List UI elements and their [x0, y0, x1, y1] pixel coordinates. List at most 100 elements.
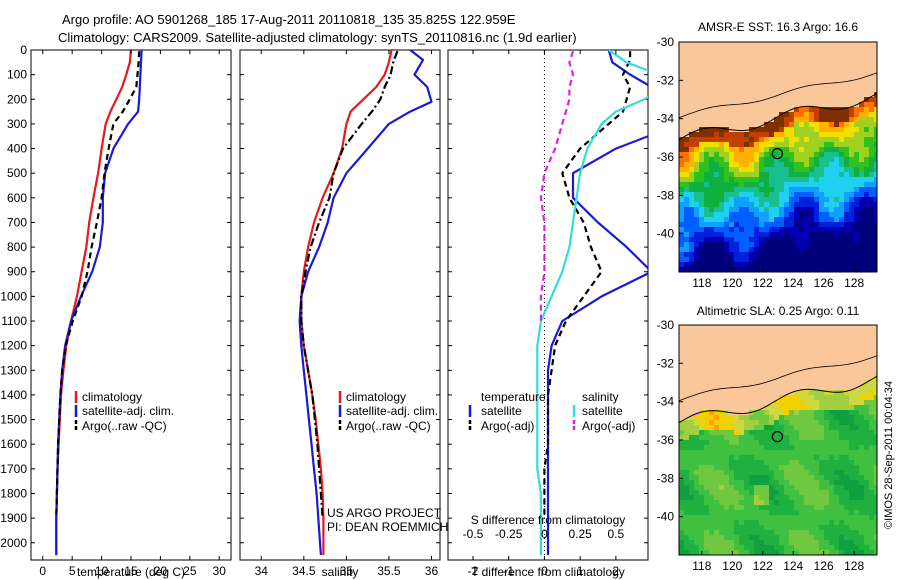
- map-cell: [844, 267, 850, 272]
- map-cell: [784, 207, 790, 213]
- map-cell: [819, 375, 825, 381]
- map-cell: [874, 335, 877, 341]
- map-cell: [849, 390, 855, 396]
- map-cell: [719, 395, 725, 401]
- map-cell: [809, 445, 815, 451]
- map-cell: [694, 207, 700, 213]
- map-cell: [739, 77, 745, 83]
- map-cell: [754, 350, 760, 356]
- map-cell: [719, 217, 725, 223]
- map-cell: [709, 495, 715, 501]
- map-cell: [719, 485, 725, 491]
- map-cell: [859, 257, 865, 263]
- map-cell: [814, 87, 820, 93]
- map-cell: [824, 380, 830, 386]
- map-cell: [804, 505, 810, 511]
- map-cell: [804, 400, 810, 406]
- map-cell: [814, 345, 820, 351]
- map-cell: [854, 52, 860, 58]
- map-cell: [839, 540, 845, 546]
- map-cell: [714, 222, 720, 228]
- map-cell: [859, 530, 865, 536]
- map-cell: [694, 385, 700, 391]
- map-cell: [854, 470, 860, 476]
- map-cell: [689, 550, 695, 555]
- map-cell: [754, 490, 760, 496]
- map-cell: [814, 42, 820, 48]
- map-cell: [739, 247, 745, 253]
- map-cell: [679, 202, 685, 208]
- map-cell: [699, 485, 705, 491]
- map-cell: [824, 370, 830, 376]
- map-cell: [754, 87, 760, 93]
- sla-map-axes: 118 120 122 124 126 128-30-32-34-36-38-40: [657, 318, 865, 573]
- legend-title-salinity: salinity: [582, 390, 619, 404]
- map-cell: [864, 227, 870, 233]
- map-cell: [684, 345, 690, 351]
- map-cell: [759, 62, 765, 68]
- map-cell: [814, 425, 820, 431]
- map-cell: [764, 167, 770, 173]
- map-cell: [844, 525, 850, 531]
- map-cell: [764, 172, 770, 178]
- map-cell: [689, 267, 695, 272]
- map-cell: [844, 182, 850, 188]
- map-cell: [774, 122, 780, 128]
- map-cell: [789, 247, 795, 253]
- map-cell: [729, 197, 735, 203]
- map-cell: [814, 182, 820, 188]
- map-cell: [739, 187, 745, 193]
- map-cell: [784, 545, 790, 551]
- map-cell: [864, 435, 870, 441]
- map-cell: [874, 92, 877, 98]
- map-cell: [849, 157, 855, 163]
- map-cell: [834, 420, 840, 426]
- map-cell: [829, 72, 835, 78]
- map-cell: [784, 237, 790, 243]
- map-cell: [819, 142, 825, 148]
- map-cell: [814, 62, 820, 68]
- lat-tick-label: -30: [657, 35, 675, 49]
- map-cell: [794, 232, 800, 238]
- map-cell: [749, 400, 755, 406]
- map-cell: [744, 390, 750, 396]
- map-cell: [694, 202, 700, 208]
- map-cell: [784, 370, 790, 376]
- map-cell: [734, 335, 740, 341]
- map-cell: [709, 207, 715, 213]
- map-cell: [764, 147, 770, 153]
- map-cell: [764, 400, 770, 406]
- map-cell: [804, 192, 810, 198]
- map-cell: [719, 62, 725, 68]
- map-cell: [714, 380, 720, 386]
- map-cell: [739, 410, 745, 416]
- map-cell: [769, 385, 775, 391]
- map-cell: [719, 157, 725, 163]
- map-cell: [759, 72, 765, 78]
- map-cell: [704, 152, 710, 158]
- map-cell: [814, 202, 820, 208]
- map-cell: [774, 345, 780, 351]
- map-cell: [704, 182, 710, 188]
- map-cell: [834, 212, 840, 218]
- map-cell: [789, 167, 795, 173]
- map-cell: [784, 350, 790, 356]
- map-cell: [839, 72, 845, 78]
- map-cell: [789, 222, 795, 228]
- map-cell: [844, 390, 850, 396]
- map-cell: [834, 62, 840, 68]
- map-cell: [744, 340, 750, 346]
- map-cell: [764, 455, 770, 461]
- map-cell: [684, 82, 690, 88]
- map-cell: [794, 77, 800, 83]
- map-cell: [829, 257, 835, 263]
- map-cell: [694, 540, 700, 546]
- map-cell: [754, 107, 760, 113]
- s-tick-label: 0: [541, 527, 548, 541]
- map-cell: [759, 525, 765, 531]
- map-cell: [714, 360, 720, 366]
- map-cell: [829, 415, 835, 421]
- map-cell: [714, 207, 720, 213]
- map-cell: [864, 525, 870, 531]
- map-cell: [764, 87, 770, 93]
